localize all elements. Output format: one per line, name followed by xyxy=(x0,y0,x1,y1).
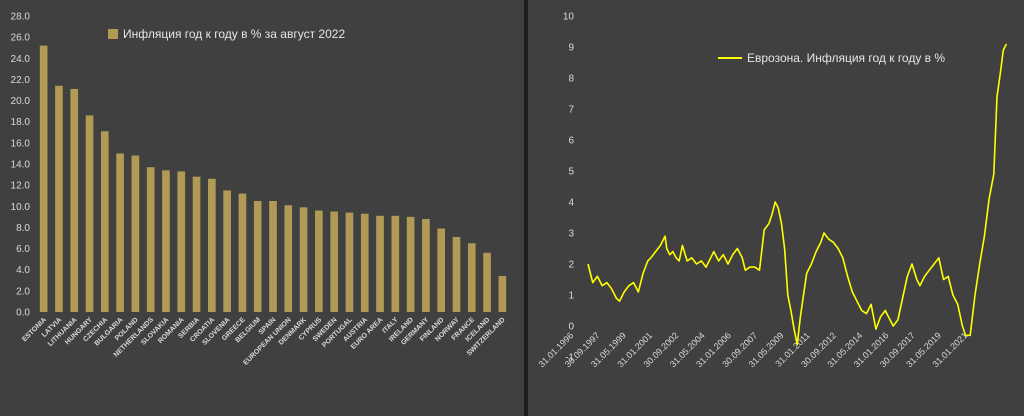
line-y-tick: 7 xyxy=(568,105,574,116)
bar-chart-svg: 0.0 2.0 4.0 6.0 8.0 10.0 12.0 14.0 16.0 18.0 20.0 2… xyxy=(11,12,507,367)
bar-y-tick: 6.0 xyxy=(16,244,30,255)
bar xyxy=(376,215,384,312)
bar-y-tick: 2.0 xyxy=(16,286,30,297)
bar-y-tick: 22.0 xyxy=(11,75,31,86)
line-y-tick: 0 xyxy=(568,322,574,333)
bar xyxy=(269,201,277,312)
bar xyxy=(299,207,308,312)
bar xyxy=(70,88,79,312)
bar xyxy=(223,190,231,312)
bar-y-tick: 18.0 xyxy=(11,117,31,128)
line-y-tick: 6 xyxy=(568,136,574,147)
line-y-tick: 5 xyxy=(568,167,574,178)
bar xyxy=(483,252,491,312)
eurozone-inflation-line-chart: -1 0 1 2 3 4 5 6 7 8 9 10 31.01.1996 30.09.1997 31.05… xyxy=(528,0,1024,416)
bar xyxy=(116,153,124,312)
bar xyxy=(85,115,94,312)
bar-y-tick: 12.0 xyxy=(11,181,31,192)
line-y-tick: 10 xyxy=(563,12,575,23)
bar xyxy=(437,228,446,312)
bar-y-tick: 26.0 xyxy=(11,33,31,44)
bar xyxy=(131,155,140,312)
line-legend: Еврозона. Инфляция год к году в % xyxy=(718,51,945,65)
bar-y-tick: 4.0 xyxy=(16,265,30,276)
bar xyxy=(360,213,369,312)
bar-legend: Инфляция год к году в % за август 2022 xyxy=(108,27,345,41)
bar xyxy=(192,176,201,312)
bar xyxy=(55,85,63,313)
bar-y-tick: 24.0 xyxy=(11,54,31,65)
bar xyxy=(452,236,461,312)
bar xyxy=(39,45,48,312)
line-y-tick: 3 xyxy=(568,229,574,240)
bar-y-tick: 20.0 xyxy=(11,96,31,107)
bar xyxy=(253,201,262,312)
bar xyxy=(391,215,400,312)
bar xyxy=(284,205,293,312)
bar xyxy=(162,170,170,312)
bar xyxy=(498,276,507,312)
line-y-tick: -1 xyxy=(565,353,574,364)
bar-y-tick: 14.0 xyxy=(11,160,31,171)
bar-y-tick: 8.0 xyxy=(16,223,30,234)
bar-legend-label: Инфляция год к году в % за август 2022 xyxy=(123,27,345,41)
bar-y-tick: 0.0 xyxy=(16,308,30,319)
bar xyxy=(177,171,186,312)
bar-y-tick: 10.0 xyxy=(11,202,31,213)
bar xyxy=(330,211,338,312)
bar xyxy=(315,210,323,312)
bar xyxy=(406,216,415,312)
eurozone-inflation-series xyxy=(587,43,1008,346)
bar-legend-swatch xyxy=(108,29,118,39)
bar xyxy=(238,193,247,312)
bar xyxy=(467,243,476,312)
bar-y-tick: 28.0 xyxy=(11,12,31,23)
bar xyxy=(100,131,109,312)
bar xyxy=(208,178,216,312)
eu-inflation-bar-chart: 0.0 2.0 4.0 6.0 8.0 10.0 12.0 14.0 16.0 18.0 20.0 2… xyxy=(0,0,524,416)
line-y-tick: 9 xyxy=(568,43,574,54)
bar xyxy=(422,218,430,312)
line-y-tick: 4 xyxy=(568,198,574,209)
bar-y-tick: 16.0 xyxy=(11,138,31,149)
bar xyxy=(146,167,155,312)
line-y-tick: 1 xyxy=(568,291,574,302)
line-legend-label: Еврозона. Инфляция год к году в % xyxy=(747,51,945,65)
bar xyxy=(345,212,354,312)
line-y-tick: 8 xyxy=(568,74,574,85)
line-y-tick: 2 xyxy=(568,260,574,271)
